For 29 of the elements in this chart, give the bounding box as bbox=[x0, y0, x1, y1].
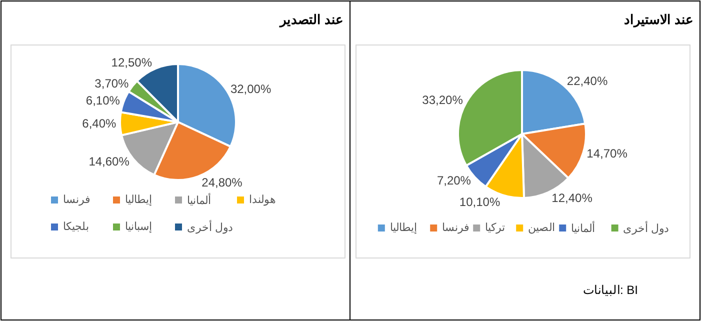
legend-label: إيطاليا bbox=[390, 222, 417, 234]
legend-label: فرنسا bbox=[63, 194, 90, 206]
legend-label: الصين bbox=[528, 222, 555, 234]
chart-title: عند الاستيراد bbox=[624, 12, 694, 28]
data-label: 14,70% bbox=[586, 146, 628, 160]
data-label: 6,10% bbox=[86, 94, 120, 108]
legend-label: ألمانيا bbox=[571, 221, 595, 235]
data-label: 22,40% bbox=[566, 74, 608, 88]
data-label: 12,50% bbox=[111, 55, 152, 70]
data-label: 12,40% bbox=[552, 191, 593, 206]
legend-label: إيطاليا bbox=[125, 194, 152, 206]
legend-label: إسبانيا bbox=[125, 221, 152, 233]
data-label: 10,10% bbox=[459, 194, 500, 209]
legend-label: هولندا bbox=[249, 194, 276, 206]
legend-label: دول أخرى bbox=[187, 220, 234, 234]
legend-label: فرنسا bbox=[442, 222, 469, 234]
data-label: 3,70% bbox=[94, 76, 130, 90]
data-label: 33,20% bbox=[422, 92, 464, 107]
legend-label: دول أخرى bbox=[623, 221, 670, 235]
data-label: 24,80% bbox=[202, 176, 243, 190]
legend-label: ألمانيا bbox=[187, 193, 211, 207]
legend-label: تركيا bbox=[485, 222, 505, 234]
data-label: 7,20% bbox=[436, 173, 472, 188]
data-label: 32,00% bbox=[230, 82, 272, 96]
data-label: 14,60% bbox=[88, 154, 130, 169]
legend-label: بلجيكا bbox=[63, 221, 89, 233]
text: البيانات: BI bbox=[583, 283, 638, 297]
text: عند التصدير bbox=[279, 12, 344, 28]
data-label: 6,40% bbox=[82, 116, 117, 131]
